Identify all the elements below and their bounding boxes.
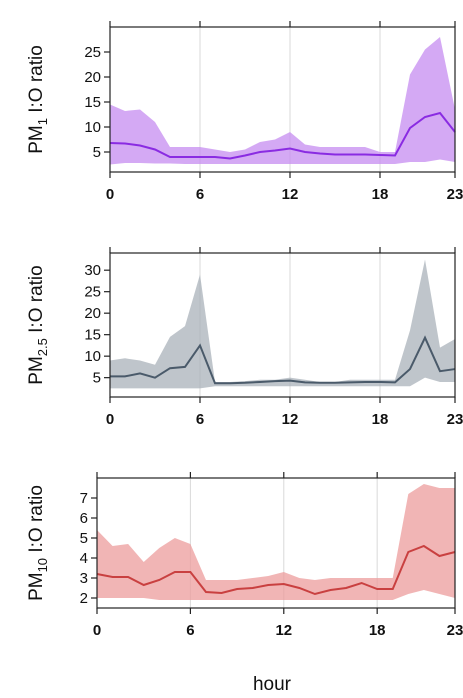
y-tick-label-6: 6 bbox=[80, 510, 88, 527]
x-tick-label-0: 0 bbox=[106, 411, 114, 428]
y-tick-label-5: 5 bbox=[93, 370, 101, 387]
plot-frame bbox=[96, 477, 456, 609]
mean-line bbox=[110, 335, 456, 385]
mean-line bbox=[109, 111, 456, 160]
y-axis-title-prefix: PM bbox=[26, 572, 47, 601]
x-tick-label-6: 6 bbox=[196, 411, 204, 428]
y-axis-title-subscript: 2.5 bbox=[35, 338, 50, 356]
y-tick-label-15: 15 bbox=[84, 94, 101, 111]
x-tick-label-6: 6 bbox=[196, 186, 204, 203]
x-tick-label-12: 12 bbox=[282, 186, 299, 203]
y-tick-label-5: 5 bbox=[80, 530, 88, 547]
y-tick-label-20: 20 bbox=[84, 305, 101, 322]
y-tick-label-5: 5 bbox=[93, 144, 101, 161]
y-tick-label-10: 10 bbox=[84, 348, 101, 365]
y-axis-title-prefix: PM bbox=[26, 125, 47, 154]
y-tick-label-2: 2 bbox=[80, 590, 88, 607]
x-tick-label-23: 23 bbox=[447, 411, 463, 428]
y-axis-title-suffix: I:O ratio bbox=[26, 485, 47, 558]
x-tick-label-23: 23 bbox=[447, 186, 463, 203]
y-tick-label-15: 15 bbox=[84, 327, 101, 344]
y-tick-label-20: 20 bbox=[84, 69, 101, 86]
confidence-band bbox=[110, 37, 455, 165]
y-axis-title: PM2.5 I:O ratio bbox=[26, 265, 50, 384]
x-tick-label-18: 18 bbox=[372, 411, 389, 428]
confidence-band bbox=[110, 259, 455, 389]
x-tick-label-0: 0 bbox=[106, 186, 114, 203]
mean-line bbox=[96, 544, 456, 596]
x-axis-title: hour bbox=[253, 674, 292, 695]
y-axis-title-subscript: 1 bbox=[35, 118, 50, 125]
x-tick-label-18: 18 bbox=[372, 186, 389, 203]
x-tick-label-23: 23 bbox=[447, 622, 463, 639]
x-tick-label-6: 6 bbox=[186, 622, 194, 639]
x-tick-label-12: 12 bbox=[282, 411, 299, 428]
plot-frame bbox=[109, 26, 456, 173]
y-tick-label-25: 25 bbox=[84, 44, 101, 61]
x-tick-label-12: 12 bbox=[275, 622, 292, 639]
y-axis-title-subscript: 10 bbox=[35, 558, 50, 572]
panel-pm1: 5 10 15 20 25 0 6 12 18 23 PM1 I:O ratio bbox=[26, 21, 463, 203]
y-axis-title: PM1 I:O ratio bbox=[26, 45, 50, 154]
y-tick-label-4: 4 bbox=[80, 550, 88, 567]
y-tick-label-25: 25 bbox=[84, 284, 101, 301]
x-tick-label-0: 0 bbox=[93, 622, 101, 639]
panel-pm2-5: 5 10 15 20 25 30 0 6 12 18 23 PM2.5 I:O ratio bbox=[26, 247, 463, 428]
plot-frame bbox=[109, 252, 456, 398]
x-tick-label-18: 18 bbox=[369, 622, 386, 639]
y-axis-title-suffix: I:O ratio bbox=[26, 265, 47, 338]
y-tick-label-3: 3 bbox=[80, 570, 88, 587]
y-axis-title-prefix: PM bbox=[26, 356, 47, 385]
y-axis-title: PM10 I:O ratio bbox=[26, 485, 50, 601]
y-tick-label-30: 30 bbox=[84, 262, 101, 279]
y-tick-label-10: 10 bbox=[84, 119, 101, 136]
y-tick-label-7: 7 bbox=[80, 490, 88, 507]
y-axis-title-suffix: I:O ratio bbox=[26, 45, 47, 118]
